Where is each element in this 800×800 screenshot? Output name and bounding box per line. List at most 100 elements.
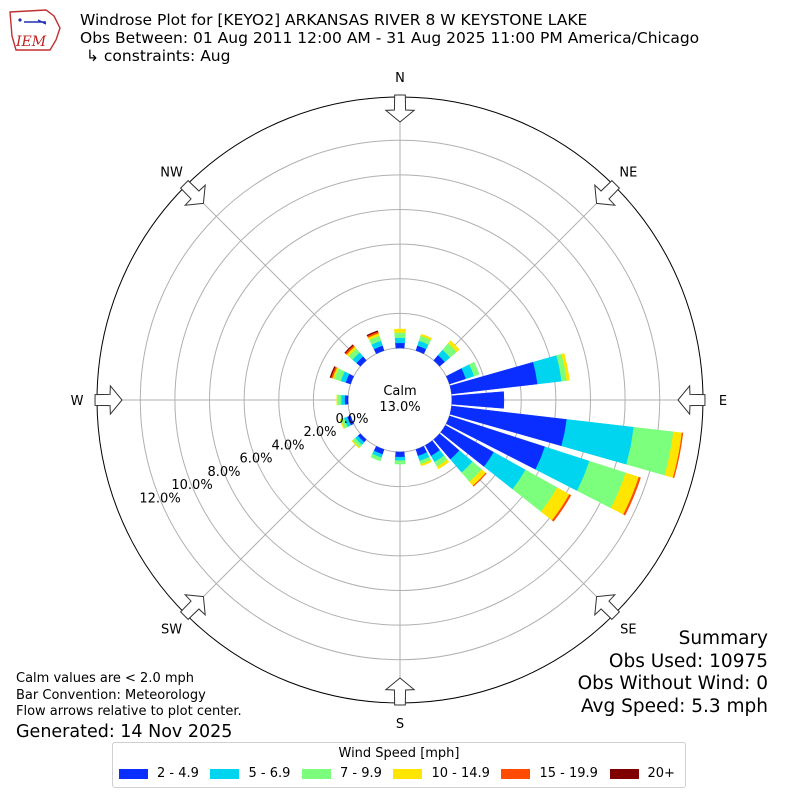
- bar-112.5-bin-4: [623, 476, 641, 516]
- bar-180-bin-0: [395, 451, 405, 458]
- obs-without-wind: Obs Without Wind: 0: [577, 673, 768, 694]
- bar-123.75-bin-4: [551, 494, 572, 522]
- logo-text: IEM: [15, 34, 47, 50]
- avg-speed: Avg Speed: 5.3 mph: [580, 695, 768, 717]
- radial-tick-0: 0.0%: [335, 412, 368, 427]
- legend-item-5: 20+: [609, 766, 675, 781]
- bar-101.25-bin-4: [672, 432, 684, 479]
- iem-logo: IEM: [9, 9, 61, 51]
- chart-notes: Calm values are < 2.0 mph Bar Convention…: [16, 671, 242, 743]
- compass-label-W: W: [71, 394, 84, 409]
- bar-292.5-bin-5: [329, 366, 336, 378]
- bar-67.5-bin-2: [469, 361, 480, 377]
- radial-tick-1: 2.0%: [303, 425, 336, 440]
- compass-arrow-NW: [179, 179, 206, 206]
- legend-item-4: 15 - 19.9: [501, 766, 598, 781]
- compass-label-NE: NE: [619, 166, 637, 181]
- summary-panel: Summary Obs Used: 10975 Obs Without Wind…: [578, 628, 768, 718]
- legend-items: 2 - 4.9 5 - 6.9 7 - 9.9 10 - 14.9 15 - 19.9 2…: [113, 762, 685, 781]
- legend-label: 15 - 19.9: [539, 766, 598, 781]
- radial-tick-4: 8.0%: [208, 465, 241, 480]
- bar-22.5-bin-3: [420, 333, 432, 341]
- flow-arrow-note: Flow arrows relative to plot center.: [16, 704, 242, 719]
- radial-tick-6: 12.0%: [139, 491, 180, 506]
- bar-270-bin-0: [344, 395, 349, 405]
- bar-78.75-bin-3: [561, 353, 570, 381]
- legend-title: Wind Speed [mph]: [338, 746, 460, 761]
- calm-center: Calm 13.0%: [379, 384, 420, 415]
- bar-101.25-bin-2: [626, 426, 674, 476]
- compass-arrows: [94, 94, 706, 706]
- chart-constraints: ↳ constraints: Aug: [86, 47, 231, 65]
- calm-value: 13.0%: [379, 400, 420, 415]
- grid-spoke-1: [436, 185, 615, 364]
- bar-247.5-bin-3: [339, 418, 345, 430]
- bar-0-bin-2: [394, 332, 406, 339]
- bar-0-bin-1: [394, 337, 406, 344]
- generated-date: Generated: 14 Nov 2025: [16, 721, 233, 742]
- bar-225-bin-3: [351, 440, 360, 449]
- grid-spoke-5: [185, 436, 364, 615]
- compass-label-SE: SE: [620, 622, 636, 637]
- legend-item-3: 10 - 14.9: [393, 766, 490, 781]
- compass-arrow-N: [384, 94, 416, 123]
- legend-item-1: 5 - 6.9: [210, 766, 290, 781]
- bar-135-bin-4: [472, 472, 487, 487]
- chart-title: Windrose Plot for [KEYO2] ARKANSAS RIVER…: [80, 11, 588, 29]
- grid-spoke-7: [185, 185, 364, 364]
- legend-swatch: [501, 768, 531, 779]
- calm-note: Calm values are < 2.0 mph: [16, 671, 195, 686]
- bar-270-bin-1: [340, 395, 345, 405]
- windrose-bars: [329, 328, 684, 522]
- bar-0-bin-3: [394, 328, 406, 333]
- legend-swatch: [210, 768, 240, 779]
- bar-157.5-bin-3: [420, 459, 432, 467]
- compass-arrow-NE: [594, 179, 621, 206]
- legend-label: 2 - 4.9: [157, 766, 199, 781]
- compass-arrow-W: [94, 384, 123, 416]
- bar-270-bin-2: [337, 394, 342, 406]
- bar-146.25-bin-3: [436, 459, 450, 470]
- calm-label: Calm: [383, 384, 416, 399]
- chart-subtitle: Obs Between: 01 Aug 2011 12:00 AM - 31 A…: [80, 29, 700, 47]
- legend-label: 7 - 9.9: [339, 766, 382, 781]
- bar-90-bin-0: [451, 391, 505, 409]
- speed-legend: Wind Speed [mph] 2 - 4.9 5 - 6.9 7 - 9.9 10…: [112, 742, 686, 788]
- bar-337.5-bin-5: [366, 330, 379, 337]
- legend-swatch: [609, 768, 639, 779]
- radial-tick-3: 6.0%: [239, 452, 272, 467]
- compass-label-SW: SW: [161, 622, 182, 637]
- compass-arrow-S: [384, 677, 416, 706]
- legend-item-0: 2 - 4.9: [119, 766, 199, 781]
- bar-180-bin-1: [394, 456, 406, 461]
- legend-swatch: [393, 768, 423, 779]
- obs-used: Obs Used: 10975: [608, 650, 768, 672]
- compass-label-NW: NW: [160, 166, 183, 181]
- bar-45-bin-3: [447, 340, 460, 353]
- compass-label-N: N: [395, 71, 405, 86]
- bar-78.75-bin-1: [532, 355, 562, 385]
- radial-tick-2: 4.0%: [271, 438, 304, 453]
- legend-label: 10 - 14.9: [431, 766, 490, 781]
- bar-202.5-bin-2: [370, 453, 382, 462]
- compass-label-E: E: [719, 394, 727, 409]
- legend-item-2: 7 - 9.9: [301, 766, 382, 781]
- radial-tick-labels: 0.0%2.0%4.0%6.0%8.0%10.0%12.0%: [139, 412, 368, 506]
- compass-label-S: S: [396, 717, 404, 732]
- bar-convention-note: Bar Convention: Meteorology: [16, 687, 206, 703]
- bar-270-bin-3: [336, 394, 339, 406]
- legend-swatch: [119, 768, 148, 779]
- radial-tick-5: 10.0%: [171, 478, 212, 493]
- summary-title: Summary: [678, 628, 768, 649]
- compass-arrow-SE: [594, 594, 621, 621]
- bar-180-bin-2: [394, 460, 406, 465]
- compass-labels: N NE E SE S SW W NW: [71, 71, 728, 732]
- compass-arrow-E: [677, 384, 706, 416]
- bar-0-bin-0: [395, 342, 405, 349]
- legend-label: 5 - 6.9: [248, 766, 291, 781]
- legend-label: 20+: [647, 766, 675, 781]
- chart-header: Windrose Plot for [KEYO2] ARKANSAS RIVER…: [80, 11, 699, 65]
- legend-swatch: [301, 768, 331, 779]
- compass-arrow-SW: [179, 594, 206, 621]
